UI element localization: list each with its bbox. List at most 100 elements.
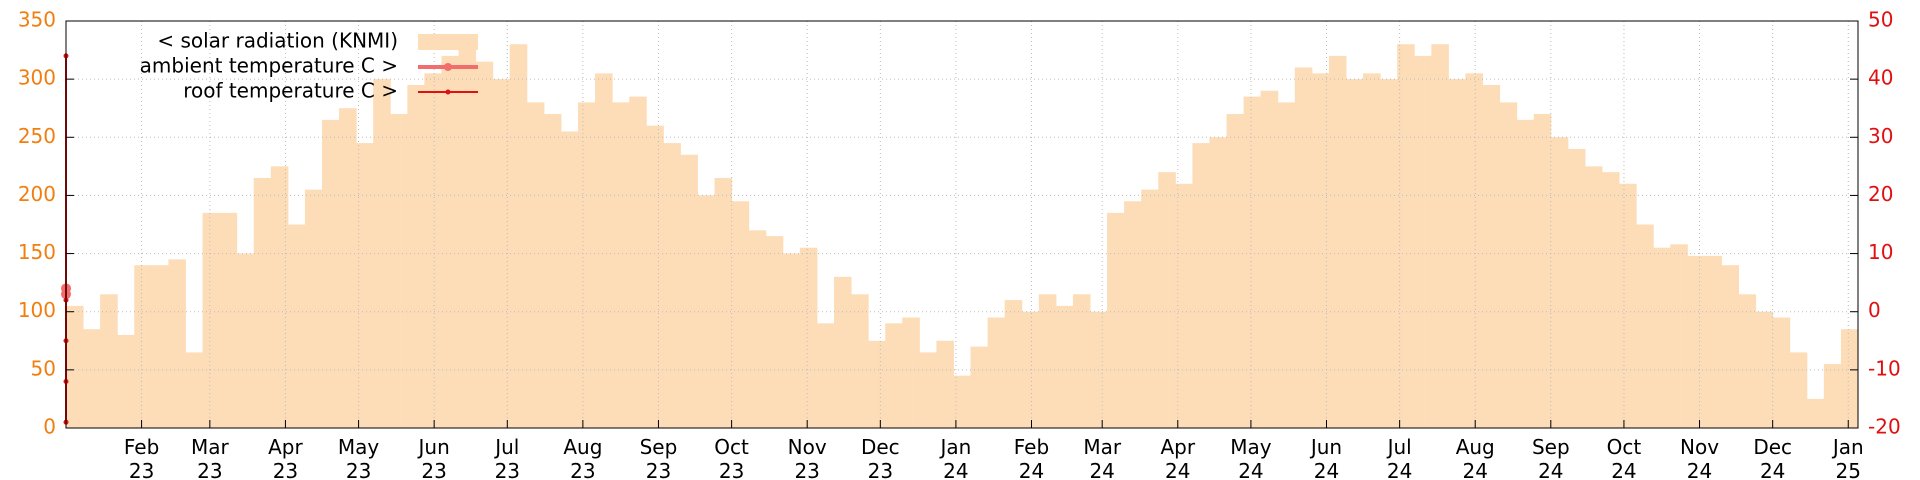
plot-frame [65, 20, 1859, 429]
solar-bar [322, 119, 340, 428]
solar-bar [1243, 96, 1262, 428]
y-tick-label: 0 [43, 415, 56, 439]
solar-bar [1158, 172, 1176, 428]
x-tick-label: Oct 24 [1607, 435, 1642, 480]
solar-bar [885, 323, 903, 428]
solar-bar [1619, 183, 1637, 428]
solar-bar [595, 73, 613, 428]
solar-bar [902, 317, 920, 428]
y-tick-label: 150 [18, 240, 56, 264]
solar-bar [1516, 119, 1535, 428]
x-tick-label: Nov 23 [788, 435, 827, 480]
y2-tick-label: 50 [1868, 8, 1893, 32]
solar-bar [390, 114, 408, 429]
solar-bar [1397, 44, 1415, 428]
solar-bar [799, 247, 818, 428]
solar-bar [953, 375, 972, 428]
solar-bar [1226, 114, 1245, 429]
solar-bar [663, 143, 681, 428]
solar-bar [1567, 148, 1586, 428]
solar-bar [1704, 255, 1722, 428]
solar-bar [629, 96, 647, 428]
solar-bar [782, 253, 801, 428]
solar-bar [1482, 84, 1501, 428]
solar-bar [117, 334, 135, 428]
x-tick-label: Dec 24 [1753, 435, 1792, 480]
solar-bar [1175, 183, 1193, 428]
solar-bar [151, 265, 169, 428]
solar-bar [202, 212, 221, 428]
solar-bar [680, 154, 698, 428]
solar-bar [1670, 244, 1688, 428]
x-tick-label: Nov 24 [1680, 435, 1719, 480]
solar-bar [441, 55, 460, 429]
solar-bar [475, 61, 494, 428]
solar-bar [765, 236, 784, 428]
solar-bar [987, 317, 1006, 428]
solar-bar [1328, 55, 1347, 429]
solar-bar [731, 201, 750, 428]
x-tick-label: May 23 [338, 435, 380, 480]
solar-bar [168, 259, 186, 428]
solar-bar [1431, 44, 1449, 428]
solar-bar [1721, 265, 1740, 428]
legend-label: < solar radiation (KNMI) [157, 29, 398, 53]
solar-bar [1380, 79, 1398, 429]
solar-bar [1840, 329, 1859, 428]
solar-bar [1038, 294, 1057, 428]
solar-bar [1055, 305, 1074, 428]
solar-bar [1806, 398, 1825, 428]
legend-label: ambient temperature C > [140, 54, 398, 78]
legend-swatch [418, 34, 478, 50]
solar-bar [1260, 90, 1279, 429]
x-tick-label: Sep 23 [640, 435, 678, 480]
x-tick-label: Jan 25 [1831, 435, 1864, 480]
solar-bar [1772, 317, 1791, 428]
solar-bar [270, 166, 289, 428]
x-tick-label: Sep 24 [1532, 435, 1570, 480]
solar-bar [1584, 166, 1603, 428]
solar-bar [543, 114, 562, 429]
x-tick-label: Jun 24 [1309, 435, 1342, 480]
solar-bar [1653, 247, 1671, 428]
solar-bar [1192, 143, 1210, 428]
solar-bar [458, 38, 477, 428]
y2-tick-label: 10 [1868, 240, 1893, 264]
solar-bar [868, 340, 886, 428]
legend-marker [444, 63, 452, 71]
y2-tick-label: 30 [1868, 124, 1893, 148]
legend-marker [445, 89, 451, 95]
x-tick-label: Feb 23 [124, 435, 159, 480]
y2-tick-label: 0 [1868, 298, 1881, 322]
x-tick-label: Jul 24 [1386, 435, 1413, 480]
solar-bar [66, 305, 84, 428]
solar-bar [1363, 73, 1381, 428]
solar-bar [1107, 212, 1125, 428]
solar-bar [919, 352, 937, 428]
solar-bar [373, 79, 391, 429]
solar-bar [1465, 73, 1484, 428]
x-tick-label: Mar 23 [191, 435, 230, 480]
solar-bar [834, 276, 852, 428]
solar-bar [407, 84, 425, 428]
y2-tick-label: -10 [1868, 356, 1901, 380]
x-tick-label: Aug 23 [563, 435, 602, 480]
solar-bar [1602, 172, 1620, 428]
solar-bar [560, 131, 579, 428]
solar-bar [287, 224, 306, 428]
x-tick-label: May 24 [1230, 435, 1272, 480]
solar-bar [424, 73, 442, 428]
y-tick-label: 100 [18, 298, 56, 322]
solar-bar [134, 265, 152, 428]
solar-bar [714, 177, 733, 428]
solar-bar [236, 253, 255, 428]
solar-bar [83, 329, 101, 428]
y-tick-label: 50 [31, 356, 56, 380]
solar-bar [185, 352, 204, 428]
x-tick-label: Mar 24 [1083, 435, 1122, 480]
solar-bar [1414, 55, 1432, 429]
solar-bar [1499, 102, 1518, 429]
solar-bar [100, 294, 118, 428]
y2-tick-label: -20 [1868, 415, 1901, 439]
